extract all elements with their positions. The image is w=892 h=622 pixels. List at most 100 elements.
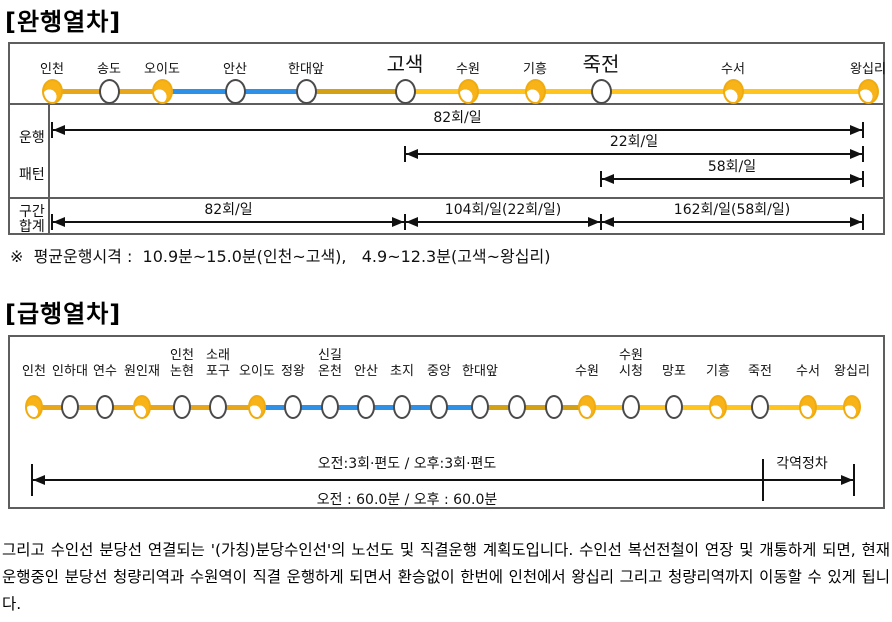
station-label: 신길 [318,348,342,363]
row-label-hapgye: 합계 [19,219,45,235]
station-label: 인천 [170,348,194,363]
station-dot [284,395,302,419]
line-segment [306,89,405,94]
express-train-diagram: 오전:3회·편도 / 오후:3회·편도 각역정차 오전 : 60.0분 / 오후… [8,335,885,509]
arrow-tick [862,146,864,162]
station-label: 죽전 [748,364,772,379]
station-label: 중앙 [427,364,451,379]
station-label: 수원 [456,62,480,77]
row-label-gugan: 구간 [19,204,45,220]
row-label-unhaeng: 운행 [19,130,45,146]
station-dot [524,78,546,104]
arrow-tick [404,214,406,230]
station-dot [224,78,246,104]
arrow-head-right [588,217,600,227]
express-train-title: [급행열차] [5,300,122,328]
station-dot [508,395,526,419]
arrow-head-right [850,149,862,159]
station-dot [665,395,683,419]
station-label: 죽전 [582,52,620,76]
express-frequency-label: 오전:3회·편도 / 오후:3회·편도 [317,456,497,472]
station-label: 포구 [206,364,230,379]
arrow-tick [600,214,602,230]
frequency-label: 162회/일(58회/일) [673,202,791,218]
arrow-head-left [53,217,65,227]
station-dot [857,78,879,104]
line-segment [405,89,868,94]
station-dot [41,78,63,104]
arrow-line [405,153,863,155]
station-label: 오이도 [239,364,275,379]
station-label: 수서 [721,62,745,77]
station-label: 정왕 [281,364,305,379]
station-label: 온천 [318,364,342,379]
arrow-head-right [392,217,404,227]
arrow-head-left [602,174,614,184]
arrow-head-left [33,475,45,485]
station-dot [61,395,79,419]
station-dot [295,78,317,104]
station-label: 초지 [390,364,414,379]
station-label: 수원 [619,348,643,363]
frequency-label: 82회/일 [204,202,253,218]
arrow-tick [862,171,864,187]
divider-line [48,103,50,233]
station-label: 한대앞 [288,62,324,77]
frequency-label: 82회/일 [433,110,482,126]
frequency-label: 58회/일 [707,159,757,175]
station-dot [545,395,563,419]
arrow-mid-tick [762,459,764,501]
arrow-tick [31,464,33,496]
arrow-head-right [850,174,862,184]
station-label: 인천 [22,364,46,379]
express-interval-label: 오전 : 60.0분 / 오후 : 60.0분 [316,492,498,508]
arrow-tick [862,122,864,138]
arrow-head-right [850,125,862,135]
station-dot [709,395,727,419]
description-paragraph: 그리고 수인선 분당선 연결되는 '(가칭)분당수인선'의 노선도 및 직결운행… [2,541,890,613]
arrow-line [601,221,863,223]
station-label: 망포 [662,364,686,379]
line-segment [480,405,587,410]
arrow-line [52,221,405,223]
frequency-label: 22회/일 [609,134,659,150]
station-dot [209,395,227,419]
station-label: 수원 [575,364,599,379]
station-dot [578,395,596,419]
station-dot [321,395,339,419]
arrow-line [405,221,601,223]
station-label: 인천 [40,62,64,77]
arrow-head-right [850,217,862,227]
station-dot [25,395,43,419]
station-dot [799,395,817,419]
arrow-head-left [406,217,418,227]
frequency-label: 104회/일(22회/일) [444,202,562,218]
divider-line [10,197,883,199]
station-label: 한대앞 [462,364,498,379]
station-dot [722,78,744,104]
station-dot [133,395,151,419]
station-dot [248,395,266,419]
arrow-head-left [406,149,418,159]
station-label: 기흥 [523,62,547,77]
arrow-line [52,129,863,131]
station-dot [357,395,375,419]
station-label: 논현 [170,364,194,379]
station-label: 시청 [619,364,643,379]
station-dot [151,78,173,104]
arrow-line [601,178,863,180]
station-label: 원인재 [124,364,160,379]
station-dot [843,395,861,419]
station-label: 인하대 [52,364,88,379]
station-dot [98,78,120,104]
station-dot [590,78,612,104]
station-label: 소래 [206,348,230,363]
station-dot [751,395,769,419]
allstop-label: 각역정차 [776,456,828,472]
average-headway-note: ※ 평균운행시격 : 10.9분~15.0분(인천~고색), 4.9~12.3분… [10,247,551,266]
station-label: 수서 [796,364,820,379]
row-label-pattern: 패턴 [19,167,45,183]
station-dot [96,395,114,419]
arrow-head-left [53,125,65,135]
station-label: 안산 [354,364,378,379]
